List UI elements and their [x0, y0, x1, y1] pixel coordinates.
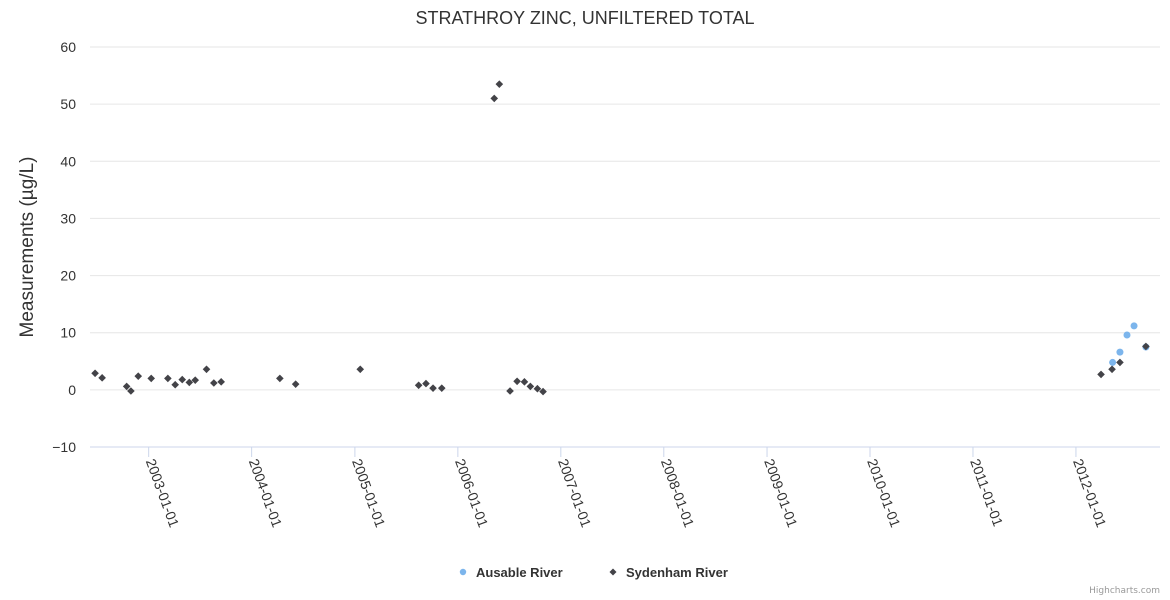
y-tick-label: 30 — [60, 210, 76, 226]
data-point[interactable] — [513, 377, 521, 386]
data-point[interactable] — [185, 378, 194, 387]
data-point[interactable] — [1108, 365, 1116, 374]
legend-item-ausable-river[interactable]: Ausable River — [459, 565, 563, 580]
data-point[interactable] — [539, 387, 547, 396]
x-axis — [90, 446, 1160, 457]
data-point[interactable] — [422, 379, 430, 388]
data-point[interactable] — [1116, 358, 1124, 367]
data-point[interactable] — [276, 374, 284, 383]
data-point[interactable] — [414, 381, 423, 390]
y-tick-label: 60 — [60, 39, 76, 55]
data-point[interactable] — [164, 374, 172, 383]
data-point[interactable] — [127, 387, 135, 395]
data-point[interactable] — [91, 369, 99, 378]
data-point[interactable] — [533, 384, 542, 393]
data-point[interactable] — [526, 382, 535, 391]
data-point[interactable] — [191, 376, 200, 384]
legend: Ausable River Sydenham River — [459, 565, 728, 580]
data-point[interactable] — [202, 365, 211, 374]
data-point[interactable] — [98, 374, 106, 382]
data-point[interactable] — [437, 384, 446, 392]
legend-circle-icon — [459, 568, 467, 576]
legend-label: Ausable River — [476, 565, 563, 580]
y-axis-title: Measurements (µg/L) — [17, 157, 38, 338]
y-tick-label: 10 — [60, 325, 76, 341]
data-point[interactable] — [178, 375, 187, 384]
data-point[interactable] — [217, 378, 225, 386]
credits-link[interactable]: Highcharts.com — [1089, 586, 1160, 596]
data-point[interactable] — [490, 94, 499, 103]
data-point[interactable] — [356, 365, 365, 374]
chart-title: STRATHROY ZINC, UNFILTERED TOTAL — [415, 8, 754, 28]
data-points — [91, 80, 1150, 396]
data-point[interactable] — [1097, 370, 1105, 379]
legend-label: Sydenham River — [626, 565, 728, 580]
y-tick-label: 40 — [60, 153, 76, 169]
y-tick-label: 50 — [60, 96, 76, 112]
data-point[interactable] — [1116, 348, 1124, 356]
series-sydenham-river — [91, 80, 1150, 396]
data-point[interactable] — [506, 387, 514, 395]
data-point[interactable] — [291, 380, 300, 388]
data-point[interactable] — [495, 80, 504, 88]
data-point[interactable] — [520, 378, 529, 386]
data-point[interactable] — [1123, 331, 1131, 339]
data-point[interactable] — [147, 374, 156, 383]
legend-item-sydenham-river[interactable]: Sydenham River — [609, 565, 728, 580]
data-point[interactable] — [1142, 342, 1150, 351]
data-point[interactable] — [122, 382, 131, 391]
data-point[interactable] — [134, 372, 143, 380]
data-point[interactable] — [1109, 358, 1117, 366]
y-tick-label: 0 — [68, 382, 76, 398]
data-point[interactable] — [171, 380, 179, 389]
y-axis-labels: −10 0 10 20 30 40 50 60 — [52, 39, 76, 455]
data-point[interactable] — [210, 379, 218, 387]
y-tick-label: −10 — [52, 439, 76, 455]
y-tick-label: 20 — [60, 268, 76, 284]
legend-diamond-icon — [609, 568, 617, 576]
data-point[interactable] — [1130, 322, 1138, 330]
data-point[interactable] — [429, 384, 437, 392]
